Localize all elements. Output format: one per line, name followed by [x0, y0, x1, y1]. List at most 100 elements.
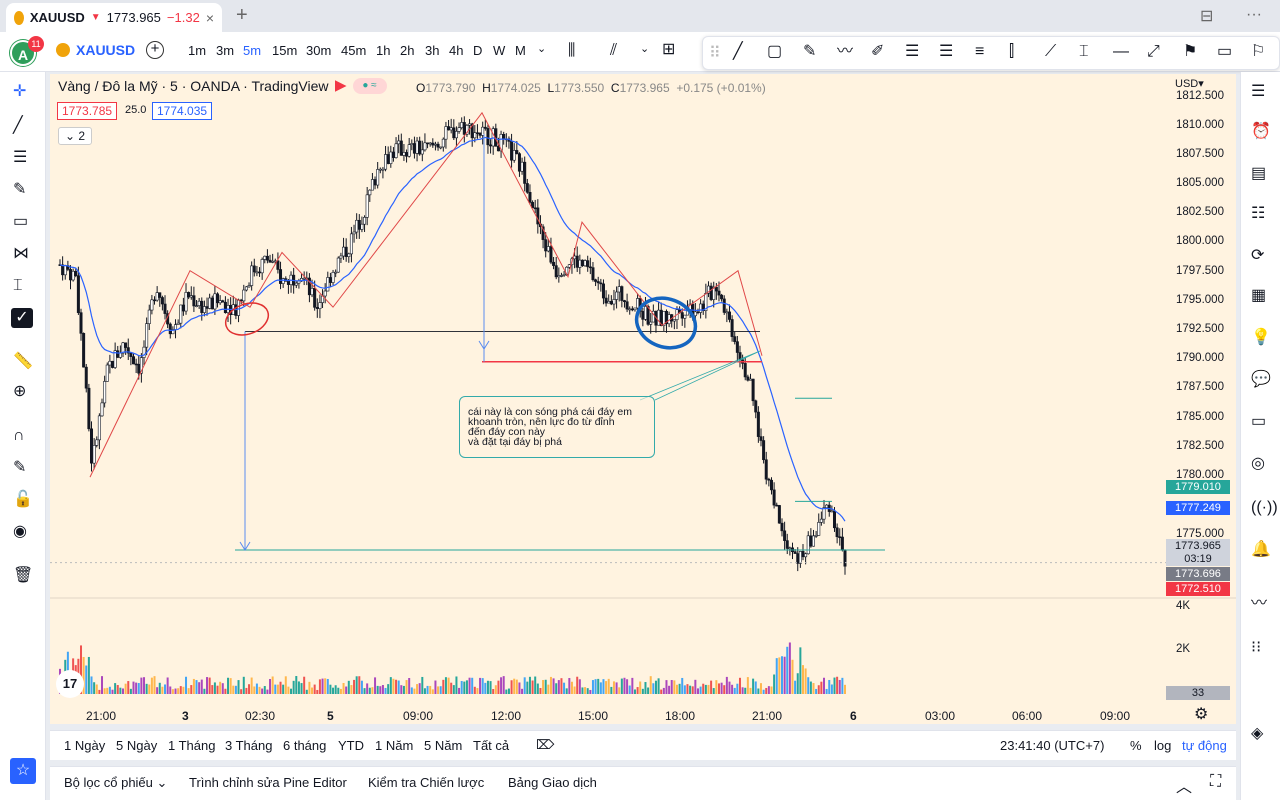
buy-price[interactable]: 1774.035: [152, 102, 213, 120]
tab-stock-screener[interactable]: Bộ lọc cổ phiếu ⌄: [64, 775, 168, 790]
horizontal-ray-icon[interactable]: ≡: [975, 43, 985, 60]
chart-canvas[interactable]: [50, 74, 1236, 724]
interval-3m[interactable]: 3m: [216, 43, 235, 58]
interval-45m[interactable]: 45m: [341, 43, 367, 58]
candles-icon[interactable]: ⫼: [568, 42, 576, 59]
comment-icon[interactable]: ▭: [1217, 43, 1233, 60]
path-icon[interactable]: 〰: [837, 43, 854, 60]
tab-strategy-tester[interactable]: Kiểm tra Chiến lược: [368, 775, 485, 790]
auto-toggle[interactable]: tự động: [1182, 738, 1227, 753]
watchlist-icon[interactable]: ☰: [1251, 83, 1266, 100]
parallel-channel-icon[interactable]: ⫿: [1009, 43, 1015, 60]
drag-handle-icon[interactable]: ⠿: [709, 45, 721, 62]
symbol-search-button[interactable]: XAUUSD: [56, 42, 135, 58]
compare-symbol-icon[interactable]: +: [146, 41, 164, 59]
range-6m[interactable]: 6 tháng: [283, 738, 327, 753]
horizontal-line-icon[interactable]: —: [1113, 43, 1129, 60]
crosshair-icon[interactable]: ✛: [13, 83, 27, 100]
market-status-icon[interactable]: ● ≈: [352, 78, 387, 94]
star-icon[interactable]: ☆: [10, 758, 36, 784]
currency-selector[interactable]: USD▾: [1175, 78, 1204, 90]
rectangle-icon[interactable]: ▢: [767, 43, 783, 60]
measure-icon[interactable]: ⌶: [13, 277, 23, 294]
eye-icon[interactable]: ◉: [13, 523, 27, 540]
message-icon[interactable]: ▭: [1251, 413, 1267, 430]
alarm-icon[interactable]: ⏰: [1251, 123, 1271, 140]
goto-date-icon[interactable]: ⌦: [536, 737, 555, 752]
interval-m[interactable]: M: [515, 43, 526, 58]
highlighter-icon[interactable]: ✐: [871, 43, 885, 60]
browser-tab[interactable]: XAUUSD ▼ 1773.965 −1.32 ×: [6, 3, 222, 32]
interval-4h[interactable]: 4h: [449, 43, 464, 58]
interval-3h[interactable]: 3h: [425, 43, 440, 58]
range-5y[interactable]: 5 Năm: [424, 738, 463, 753]
interval-2h[interactable]: 2h: [400, 43, 415, 58]
zoom-in-icon[interactable]: ⊕: [13, 383, 27, 400]
log-toggle[interactable]: log: [1154, 738, 1172, 753]
interval-1h[interactable]: 1h: [376, 43, 391, 58]
add-list-icon[interactable]: ☷: [1251, 205, 1266, 222]
fib-extension-icon[interactable]: ☰: [939, 43, 954, 60]
tab-pine-editor[interactable]: Trình chỉnh sửa Pine Editor: [189, 775, 347, 790]
brush-icon[interactable]: ✎: [13, 181, 27, 198]
interval-d[interactable]: D: [473, 43, 483, 58]
percent-toggle[interactable]: %: [1130, 738, 1142, 753]
ray-icon[interactable]: ⟋: [1045, 43, 1057, 60]
tab-trading-panel[interactable]: Bảng Giao dịch: [508, 775, 597, 790]
interval-1m[interactable]: 1m: [188, 43, 207, 58]
range-3m[interactable]: 3 Tháng: [225, 738, 273, 753]
chevron-up-icon[interactable]: ︿: [1176, 779, 1193, 796]
layout-icon[interactable]: ⊟: [1200, 8, 1214, 25]
layers-icon[interactable]: ◈: [1251, 725, 1264, 742]
indicators-icon[interactable]: ⫽: [610, 42, 618, 59]
flag-icon[interactable]: ⚐: [1251, 43, 1266, 60]
ruler-icon[interactable]: 📏: [13, 353, 33, 370]
ideas-icon[interactable]: 💡: [1251, 329, 1271, 346]
signpost-icon[interactable]: ⚑: [1183, 43, 1198, 60]
extended-line-icon[interactable]: ⤢: [1147, 43, 1160, 60]
range-1m[interactable]: 1 Tháng: [168, 738, 216, 753]
new-tab-icon[interactable]: +: [236, 4, 248, 26]
chevron-down-icon[interactable]: ⌄: [537, 43, 547, 55]
fullscreen-icon[interactable]: ⛶: [1210, 773, 1222, 790]
fib-icon[interactable]: ☰: [13, 149, 28, 166]
settings-icon[interactable]: ⚙: [1194, 706, 1209, 723]
trend-line-icon[interactable]: ╱: [13, 117, 23, 134]
news-icon[interactable]: ▤: [1251, 165, 1267, 182]
bell-icon[interactable]: 🔔: [1251, 541, 1271, 558]
broadcast-icon[interactable]: ((·)): [1251, 499, 1278, 516]
dom-icon[interactable]: ⁝⁝: [1251, 639, 1262, 656]
range-1y[interactable]: 1 Năm: [375, 738, 414, 753]
magnet-icon[interactable]: ∩: [13, 427, 25, 444]
interval-5m[interactable]: 5m: [243, 43, 262, 58]
brush-icon[interactable]: ✎: [803, 43, 817, 60]
more-icon[interactable]: ···: [1246, 6, 1262, 23]
signal-icon[interactable]: 〰: [1251, 595, 1268, 612]
range-1d[interactable]: 1 Ngày: [64, 738, 106, 753]
collapse-indicators-button[interactable]: ⌄ 2: [58, 127, 93, 145]
interval-w[interactable]: W: [493, 43, 506, 58]
range-all[interactable]: Tất cả: [473, 738, 510, 753]
fib-icon[interactable]: ☰: [905, 43, 920, 60]
trend-line-icon[interactable]: ╱: [733, 43, 743, 60]
chevron-down-icon[interactable]: ⌄: [640, 43, 650, 55]
checkbox-icon[interactable]: ✓: [11, 308, 33, 328]
close-tab-icon[interactable]: ×: [205, 9, 214, 26]
clock[interactable]: 23:41:40 (UTC+7): [1000, 738, 1105, 753]
interval-15m[interactable]: 15m: [272, 43, 298, 58]
draw-mode-icon[interactable]: ✎: [13, 459, 27, 476]
calendar-icon[interactable]: ▦: [1251, 287, 1267, 304]
hotlist-icon[interactable]: ⟳: [1251, 247, 1265, 264]
annotation-callout[interactable]: cái này là con sóng phá cái đáy em khoan…: [459, 396, 655, 458]
interval-30m[interactable]: 30m: [306, 43, 332, 58]
pattern-icon[interactable]: ⋈: [13, 245, 29, 262]
sell-price[interactable]: 1773.785: [57, 102, 118, 120]
chart-pane[interactable]: [50, 74, 1236, 724]
range-5d[interactable]: 5 Ngày: [116, 738, 158, 753]
streams-icon[interactable]: ◎: [1251, 455, 1265, 472]
templates-icon[interactable]: ⊞: [662, 41, 676, 58]
vertical-line-icon[interactable]: ⌶: [1079, 43, 1089, 60]
chat-icon[interactable]: 💬: [1251, 371, 1271, 388]
comment-icon[interactable]: ▭: [13, 213, 29, 230]
lock-icon[interactable]: 🔓: [13, 491, 33, 508]
